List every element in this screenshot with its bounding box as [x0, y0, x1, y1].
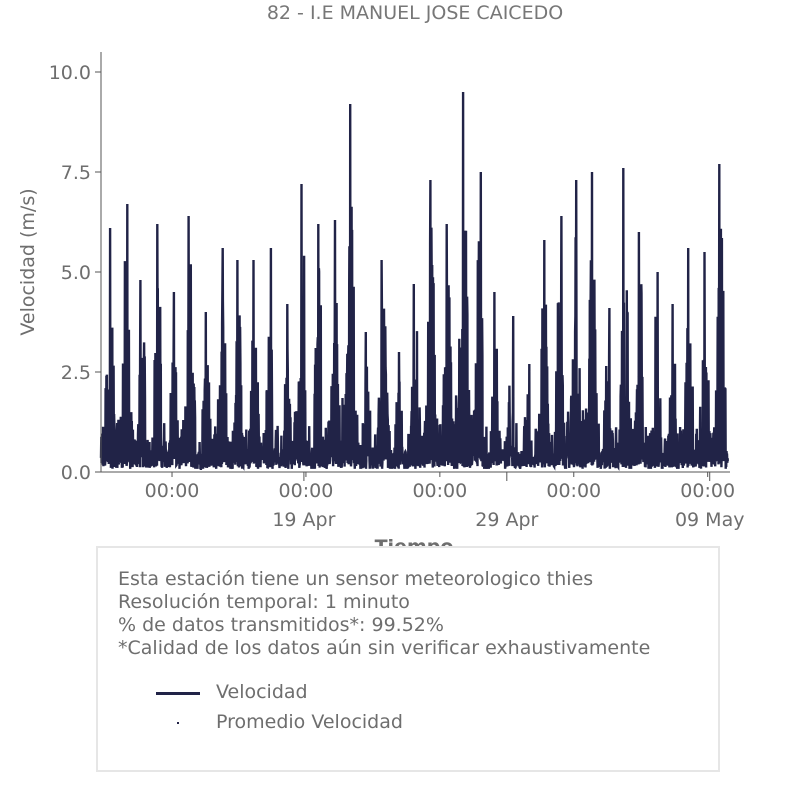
legend-line-swatch: [156, 692, 200, 695]
x-minor-tick-label: 00:00: [680, 480, 735, 502]
y-tick-label: 0.0: [61, 462, 91, 484]
y-tick-label: 2.5: [61, 362, 91, 384]
info-line-quality: *Calidad de los datos aún sin verificar …: [118, 637, 651, 659]
y-tick-label: 7.5: [61, 162, 91, 184]
x-minor-tick-label: 00:00: [546, 480, 601, 502]
series-layer: [99, 91, 729, 471]
info-line-sensor: Esta estación tiene un sensor meteorolog…: [118, 568, 594, 590]
info-line-resolution: Resolución temporal: 1 minuto: [118, 591, 410, 613]
series-velocidad-line: [99, 91, 729, 471]
y-axis-label: Velocidad (m/s): [17, 188, 39, 335]
x-major-tick-label: 19 Apr: [272, 509, 335, 531]
info-box: Esta estación tiene un sensor meteorolog…: [96, 546, 720, 772]
x-minor-tick-label: 00:00: [412, 480, 467, 502]
legend-promedio: Promedio Velocidad: [216, 711, 403, 733]
x-major-tick-label: 29 Apr: [475, 509, 538, 531]
info-line-transmitted: % de datos transmitidos*: 99.52%: [118, 614, 444, 636]
legend-velocidad: Velocidad: [216, 681, 308, 703]
x-minor-tick-label: 00:00: [145, 480, 200, 502]
legend-point-swatch: [177, 722, 179, 724]
chart-title: 82 - I.E MANUEL JOSE CAICEDO: [266, 2, 564, 24]
y-tick-label: 10.0: [49, 62, 91, 84]
y-tick-label: 5.0: [61, 262, 91, 284]
x-minor-tick-label: 00:00: [279, 480, 334, 502]
x-major-tick-label: 09 May: [675, 509, 745, 531]
